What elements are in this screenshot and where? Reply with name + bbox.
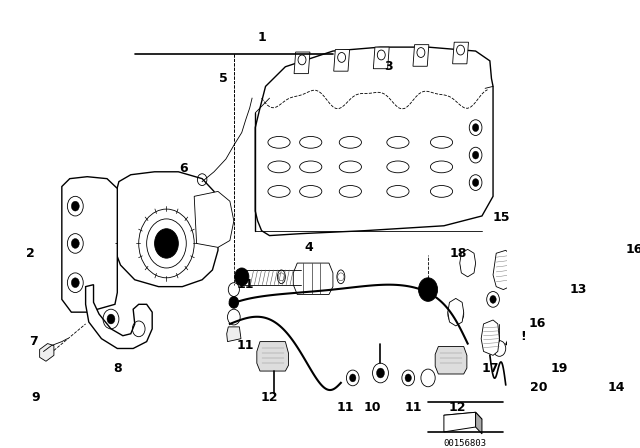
- Circle shape: [235, 268, 249, 286]
- Polygon shape: [40, 344, 54, 361]
- Polygon shape: [481, 320, 499, 355]
- Polygon shape: [257, 342, 289, 371]
- Polygon shape: [115, 172, 218, 287]
- Circle shape: [423, 284, 433, 296]
- Text: 00156803: 00156803: [444, 439, 487, 448]
- Polygon shape: [255, 47, 493, 236]
- Circle shape: [107, 314, 115, 324]
- Text: 6: 6: [180, 162, 188, 175]
- Circle shape: [71, 238, 79, 248]
- Polygon shape: [476, 412, 482, 434]
- Polygon shape: [194, 191, 234, 247]
- Circle shape: [349, 374, 356, 382]
- Circle shape: [71, 278, 79, 288]
- Polygon shape: [435, 346, 467, 374]
- Circle shape: [472, 124, 479, 132]
- Text: 18: 18: [449, 247, 467, 260]
- Text: 11: 11: [405, 401, 422, 414]
- Text: 10: 10: [364, 401, 381, 414]
- Polygon shape: [506, 310, 541, 345]
- Text: 1: 1: [257, 31, 266, 44]
- Polygon shape: [448, 298, 464, 326]
- Polygon shape: [86, 284, 152, 349]
- Text: 4: 4: [305, 241, 314, 254]
- Circle shape: [472, 151, 479, 159]
- Text: 9: 9: [31, 391, 40, 404]
- Text: 16: 16: [625, 243, 640, 256]
- Polygon shape: [460, 250, 476, 277]
- Text: 13: 13: [570, 283, 588, 296]
- Circle shape: [229, 297, 239, 308]
- Text: 12: 12: [260, 391, 278, 404]
- Text: 16: 16: [529, 318, 546, 331]
- Text: 17: 17: [481, 362, 499, 375]
- Polygon shape: [493, 250, 512, 289]
- Text: 12: 12: [449, 401, 466, 414]
- Text: 5: 5: [219, 72, 228, 85]
- Circle shape: [472, 179, 479, 186]
- Text: 11: 11: [336, 401, 353, 414]
- Text: 11: 11: [237, 278, 255, 291]
- Text: 11: 11: [237, 339, 255, 352]
- Polygon shape: [62, 177, 117, 312]
- Polygon shape: [444, 412, 476, 432]
- Polygon shape: [293, 263, 333, 294]
- Circle shape: [376, 368, 385, 378]
- Text: 15: 15: [492, 211, 509, 224]
- Text: 19: 19: [551, 362, 568, 375]
- Text: 14: 14: [608, 381, 625, 394]
- Polygon shape: [373, 47, 389, 69]
- Polygon shape: [413, 45, 429, 66]
- Circle shape: [155, 229, 179, 258]
- Polygon shape: [452, 42, 468, 64]
- Circle shape: [405, 374, 412, 382]
- Circle shape: [71, 201, 79, 211]
- Circle shape: [419, 278, 438, 302]
- Polygon shape: [444, 412, 482, 422]
- Circle shape: [490, 296, 496, 303]
- Text: 8: 8: [113, 362, 122, 375]
- Polygon shape: [294, 52, 310, 73]
- Text: 3: 3: [384, 60, 393, 73]
- Text: 2: 2: [26, 247, 35, 260]
- Text: 7: 7: [29, 335, 38, 348]
- Text: 20: 20: [531, 381, 548, 394]
- Polygon shape: [227, 327, 241, 342]
- Polygon shape: [333, 50, 349, 71]
- Text: !: !: [520, 330, 526, 343]
